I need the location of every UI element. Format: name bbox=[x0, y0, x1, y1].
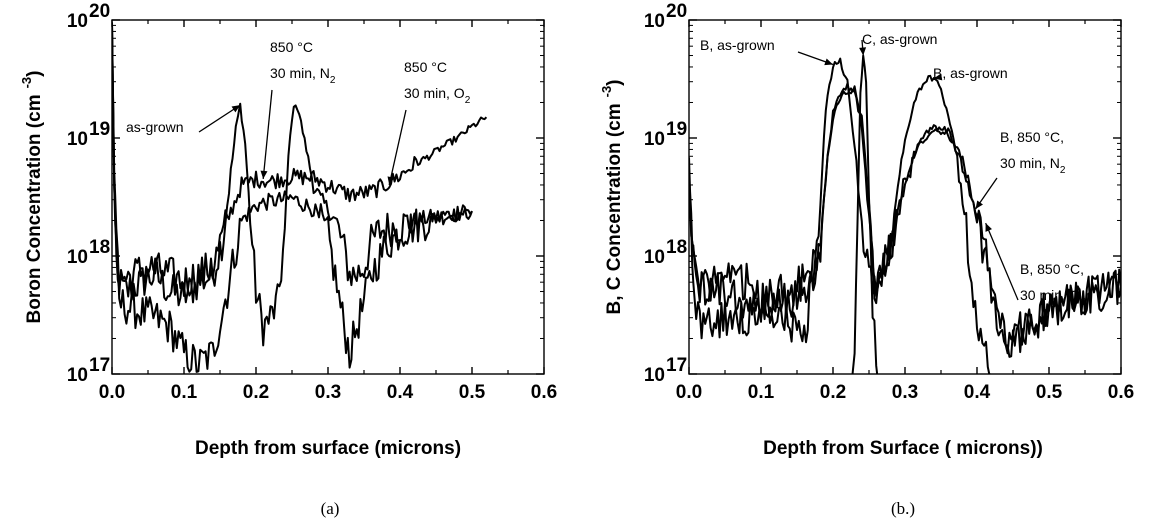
panel-a-y-axis-label-close: ) bbox=[24, 71, 45, 77]
panel-b-y-tick-label: 10 bbox=[644, 129, 665, 150]
panel-a-annotation-subscript: 2 bbox=[330, 75, 336, 86]
panel-b-annotation-subscript: 2 bbox=[1081, 297, 1087, 308]
panel-b-annotation-arrowhead bbox=[975, 200, 983, 210]
panel-a-y-tick-exponent: 17 bbox=[89, 355, 110, 376]
panel-a-y-tick-label: 10 bbox=[67, 247, 88, 268]
panel-b-plot-frame bbox=[688, 19, 1122, 375]
panel-b-y-tick-exponent: 20 bbox=[666, 1, 687, 22]
panel-a-annotation-arrowhead bbox=[231, 105, 241, 113]
panel-b-series-2-line bbox=[851, 54, 880, 374]
panel-b-y-axis-label-sup: -3 bbox=[599, 86, 614, 98]
panel-b-x-tick-label: 0.4 bbox=[964, 382, 991, 403]
panel-b-y-tick-label: 10 bbox=[644, 247, 665, 268]
panel-b-caption: (b.) bbox=[891, 499, 915, 518]
panel-b-annotation-arrowhead bbox=[824, 58, 833, 66]
panel-b-annotation-line: B, as-grown bbox=[933, 65, 1008, 81]
panel-a-annotation-subscript: 2 bbox=[465, 95, 471, 106]
panel-a-annotation-2: 850 °C 30 min, N2 bbox=[270, 39, 336, 86]
panel-a-y-tick-label: 10 bbox=[67, 11, 88, 32]
panel-a-annotation-arrowhead bbox=[387, 176, 395, 185]
panel-b-annotation-2: C, as-grown bbox=[862, 31, 937, 47]
panel-a-annotation-3: 850 °C 30 min, O2 bbox=[404, 59, 471, 106]
panel-b-x-tick-label: 0.0 bbox=[676, 382, 702, 403]
panel-a-annotation-line: as-grown bbox=[126, 119, 184, 135]
panel-a-curves bbox=[112, 22, 488, 373]
panel-b-y-axis-label-close: ) bbox=[604, 79, 625, 85]
panel-b-x-axis-label: Depth from Surface ( microns)) bbox=[763, 438, 1043, 459]
panel-b-y-tick-label: 10 bbox=[644, 365, 665, 386]
panel-b-x-ticks: 0.0 0.1 0.2 0.3 0.4 0.5 0.6 bbox=[676, 20, 1134, 403]
panel-b-annotation-subscript: 2 bbox=[1060, 165, 1066, 176]
panel-b-annotation-line: B, as-grown bbox=[700, 37, 775, 53]
panel-a-y-tick-exponent: 18 bbox=[89, 237, 110, 258]
panel-b-y-tick-exponent: 17 bbox=[666, 355, 687, 376]
panel-a-series-3-line bbox=[112, 22, 488, 297]
panel-b-y-axis-label-main: B, C Concentration (cm bbox=[604, 103, 625, 314]
panel-b-annotation-3: B, as-grown bbox=[933, 65, 1008, 81]
panel-a-y-axis-label-main: Boron Concentration (cm bbox=[24, 94, 45, 323]
panel-b-annotation-1: B, as-grown bbox=[700, 37, 775, 53]
panel-b-annotation-line: B, 850 °C, bbox=[1000, 129, 1064, 145]
panel-a-caption: (a) bbox=[321, 499, 340, 518]
panel-a-x-tick-label: 0.0 bbox=[99, 382, 125, 403]
panel-b-x-tick-label: 0.2 bbox=[820, 382, 846, 403]
panel-b-y-tick-label: 10 bbox=[644, 11, 665, 32]
panel-a-y-tick-label: 10 bbox=[67, 129, 88, 150]
panel-a-annotation-arrowhead bbox=[260, 170, 268, 179]
panel-b-annotations: B, as-grown C, as-grown B, as-grown B, 850 … bbox=[700, 31, 1087, 308]
panel-a-annotation-arrow bbox=[388, 109, 407, 186]
panel-b-annotation-5: B, 850 °C, 30 min, O2 bbox=[1020, 261, 1087, 308]
panel-b-annotation-arrowhead bbox=[933, 73, 943, 81]
panel-b-annotation-arrowhead bbox=[859, 47, 867, 56]
panel-a-annotation-arrow bbox=[198, 104, 241, 133]
panel-a-x-tick-label: 0.3 bbox=[315, 382, 341, 403]
panel-a-annotation-line: 30 min, O bbox=[404, 85, 465, 101]
panel-a-annotation-line: 850 °C bbox=[270, 39, 313, 55]
panel-b-annotation-line: B, 850 °C, bbox=[1020, 261, 1084, 277]
panel-a-x-tick-label: 0.4 bbox=[387, 382, 414, 403]
panel-a-annotation-line: 850 °C bbox=[404, 59, 447, 75]
panel-b-annotation-arrowhead bbox=[985, 223, 992, 232]
panel-b-y-tick-exponent: 19 bbox=[666, 119, 687, 140]
panel-b-x-tick-label: 0.5 bbox=[1036, 382, 1063, 403]
panel-b-annotation-line: C, as-grown bbox=[862, 31, 937, 47]
panel-a-series-2-line bbox=[112, 25, 473, 373]
panel-a-x-tick-label: 0.1 bbox=[171, 382, 198, 403]
panel-a-annotation-line: 30 min, N bbox=[270, 65, 330, 81]
panel-a-y-tick-label: 10 bbox=[67, 365, 88, 386]
panel-b-x-tick-label: 0.1 bbox=[748, 382, 775, 403]
panel-b-y-axis-label: B, C Concentration (cm -3) bbox=[599, 79, 625, 314]
panel-b-annotation-4: B, 850 °C, 30 min, N2 bbox=[1000, 129, 1066, 176]
panel-a-y-tick-exponent: 19 bbox=[89, 119, 110, 140]
panel-a-x-tick-label: 0.2 bbox=[243, 382, 269, 403]
panel-a-x-axis-label: Depth from surface (microns) bbox=[195, 438, 461, 459]
panel-a-annotation-arrow bbox=[262, 89, 273, 179]
panel-a-x-tick-label: 0.6 bbox=[531, 382, 557, 403]
panel-a-y-axis-label-sup: -3 bbox=[19, 77, 34, 89]
panel-b-annotation-line: 30 min, O bbox=[1020, 287, 1081, 303]
panel-a-annotation-1: as-grown bbox=[126, 119, 184, 135]
panel-a-x-tick-label: 0.5 bbox=[459, 382, 486, 403]
panel-b-series-1-line bbox=[689, 57, 992, 374]
panel-b-x-tick-label: 0.6 bbox=[1108, 382, 1134, 403]
panel-b-series-4-line bbox=[689, 82, 1121, 358]
panel-b-annotation-arrow bbox=[985, 222, 1019, 301]
panel-b-y-tick-exponent: 18 bbox=[666, 237, 687, 258]
panel-a-x-ticks: 0.0 0.1 0.2 0.3 0.4 0.5 0.6 bbox=[99, 20, 557, 403]
panel-a-y-tick-exponent: 20 bbox=[89, 1, 110, 22]
panel-b-curves bbox=[689, 54, 1121, 374]
panel-b-annotation-line: 30 min, N bbox=[1000, 155, 1060, 171]
panel-b-x-tick-label: 0.3 bbox=[892, 382, 918, 403]
panel-a-y-axis-label: Boron Concentration (cm -3) bbox=[19, 71, 45, 324]
